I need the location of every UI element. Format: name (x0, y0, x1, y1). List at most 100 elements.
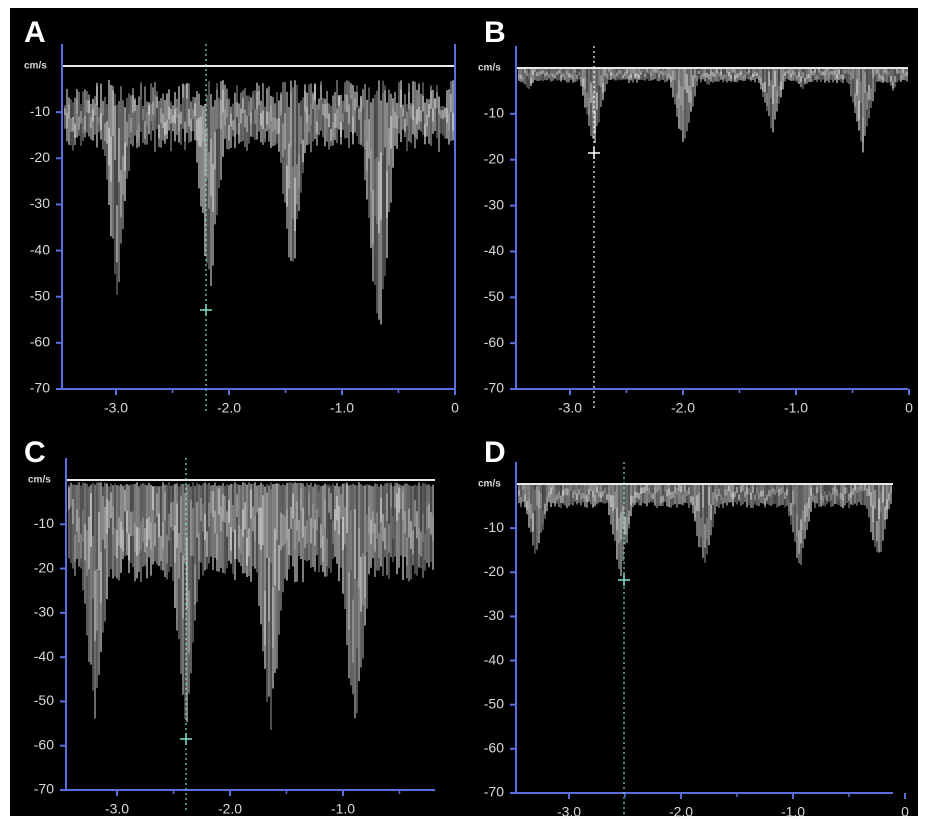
spectrum-column (400, 80, 402, 143)
spectrum-column (368, 87, 370, 219)
spectrum-highlight (440, 110, 442, 119)
spectrum-highlight (590, 82, 592, 103)
spectrum-column (128, 93, 130, 171)
spectrum-column (834, 68, 836, 81)
spectrum-column (118, 101, 120, 283)
spectrum-highlight (540, 493, 542, 509)
spectrum-column (672, 68, 674, 98)
spectrum-column (760, 68, 762, 90)
spectrum-highlight (646, 69, 648, 73)
spectrum-column (724, 484, 726, 504)
spectrum-column (430, 85, 432, 146)
spectrum-column (710, 68, 712, 82)
spectrum-highlight (382, 93, 384, 156)
y-tick-label: -20 (484, 563, 504, 579)
spectrum-column (258, 485, 260, 606)
spectrum-highlight (692, 75, 694, 87)
spectrum-column (674, 68, 676, 105)
spectrum-highlight (114, 105, 116, 160)
spectrum-highlight (380, 497, 382, 523)
spectrum-highlight (398, 102, 400, 119)
spectrum-column (160, 485, 162, 570)
spectrum-column (412, 81, 414, 135)
spectrum-highlight (784, 71, 786, 76)
spectrum-highlight (770, 79, 772, 98)
spectrum-highlight (432, 108, 434, 122)
spectrum-column (614, 484, 616, 541)
spectrum-column (520, 484, 522, 508)
spectrum-highlight (340, 494, 342, 519)
spectrum-highlight (796, 75, 798, 80)
spectrum-column (392, 486, 394, 563)
spectrum-highlight (672, 70, 674, 80)
y-tick-label: -70 (30, 380, 50, 396)
spectrum-column (100, 83, 102, 140)
spectrum-highlight (810, 69, 812, 74)
spectrum-highlight (230, 526, 232, 551)
spectrum-highlight (252, 506, 254, 532)
y-tick-label: -20 (30, 149, 50, 165)
spectrum-highlight (684, 68, 686, 90)
spectrum-highlight (228, 125, 230, 141)
spectrum-highlight (558, 491, 560, 499)
spectrum-highlight (378, 161, 380, 233)
spectrum-column (612, 68, 614, 80)
spectrum-highlight (330, 129, 332, 142)
spectrum-highlight (298, 519, 300, 542)
spectrum-highlight (150, 104, 152, 122)
spectrum-column (190, 486, 192, 674)
spectrum-highlight (134, 523, 136, 553)
spectrum-highlight (620, 512, 622, 540)
spectrum-highlight (248, 101, 250, 117)
spectrum-highlight (612, 72, 614, 77)
spectrum-highlight (140, 84, 142, 100)
spectrum-highlight (274, 528, 276, 586)
spectrum-highlight (264, 127, 266, 139)
spectrum-highlight (286, 510, 288, 540)
spectrum-column (124, 107, 126, 201)
spectrum-highlight (324, 103, 326, 119)
spectrum-highlight (146, 518, 148, 547)
spectrum-column (592, 484, 594, 508)
spectrum-column (232, 103, 234, 137)
spectrum-column (884, 68, 886, 82)
spectrum-column (684, 484, 686, 503)
spectrum-highlight (374, 158, 376, 216)
spectrum-column (604, 68, 606, 92)
spectrum-highlight (250, 112, 252, 125)
spectrum-highlight (314, 519, 316, 546)
spectrum-highlight (696, 75, 698, 82)
spectrum-highlight (584, 493, 586, 501)
spectrum-column (620, 484, 622, 577)
spectrum-column (424, 483, 426, 571)
y-tick-label: -10 (30, 103, 50, 119)
spectrum-column (266, 483, 268, 702)
spectrum-column (208, 482, 210, 564)
spectrum-highlight (836, 74, 838, 79)
spectrum-highlight (116, 530, 118, 559)
spectrum-column (228, 485, 230, 561)
spectrum-highlight (238, 525, 240, 549)
spectrum-highlight (430, 90, 432, 109)
spectrum-column (216, 83, 218, 216)
spectrum-highlight (766, 494, 768, 501)
spectrum-column (868, 484, 870, 518)
spectrum-column (180, 484, 182, 674)
spectrum-column (846, 68, 848, 83)
spectrum-column (202, 106, 204, 213)
spectrum-column (716, 68, 718, 82)
spectrum-highlight (534, 68, 536, 72)
spectrum-column (886, 484, 888, 520)
spectrum-column (362, 485, 364, 659)
spectrum-column (792, 484, 794, 533)
spectrum-highlight (820, 71, 822, 76)
spectrum-column (860, 68, 862, 142)
spectrum-highlight (378, 532, 380, 559)
spectrum-highlight (298, 154, 300, 187)
spectrum-highlight (338, 95, 340, 106)
spectrum-column (570, 484, 572, 505)
spectrum-highlight (120, 521, 122, 549)
spectrum-column (662, 68, 664, 80)
spectrum-column (806, 68, 808, 84)
spectrum-highlight (586, 495, 588, 503)
